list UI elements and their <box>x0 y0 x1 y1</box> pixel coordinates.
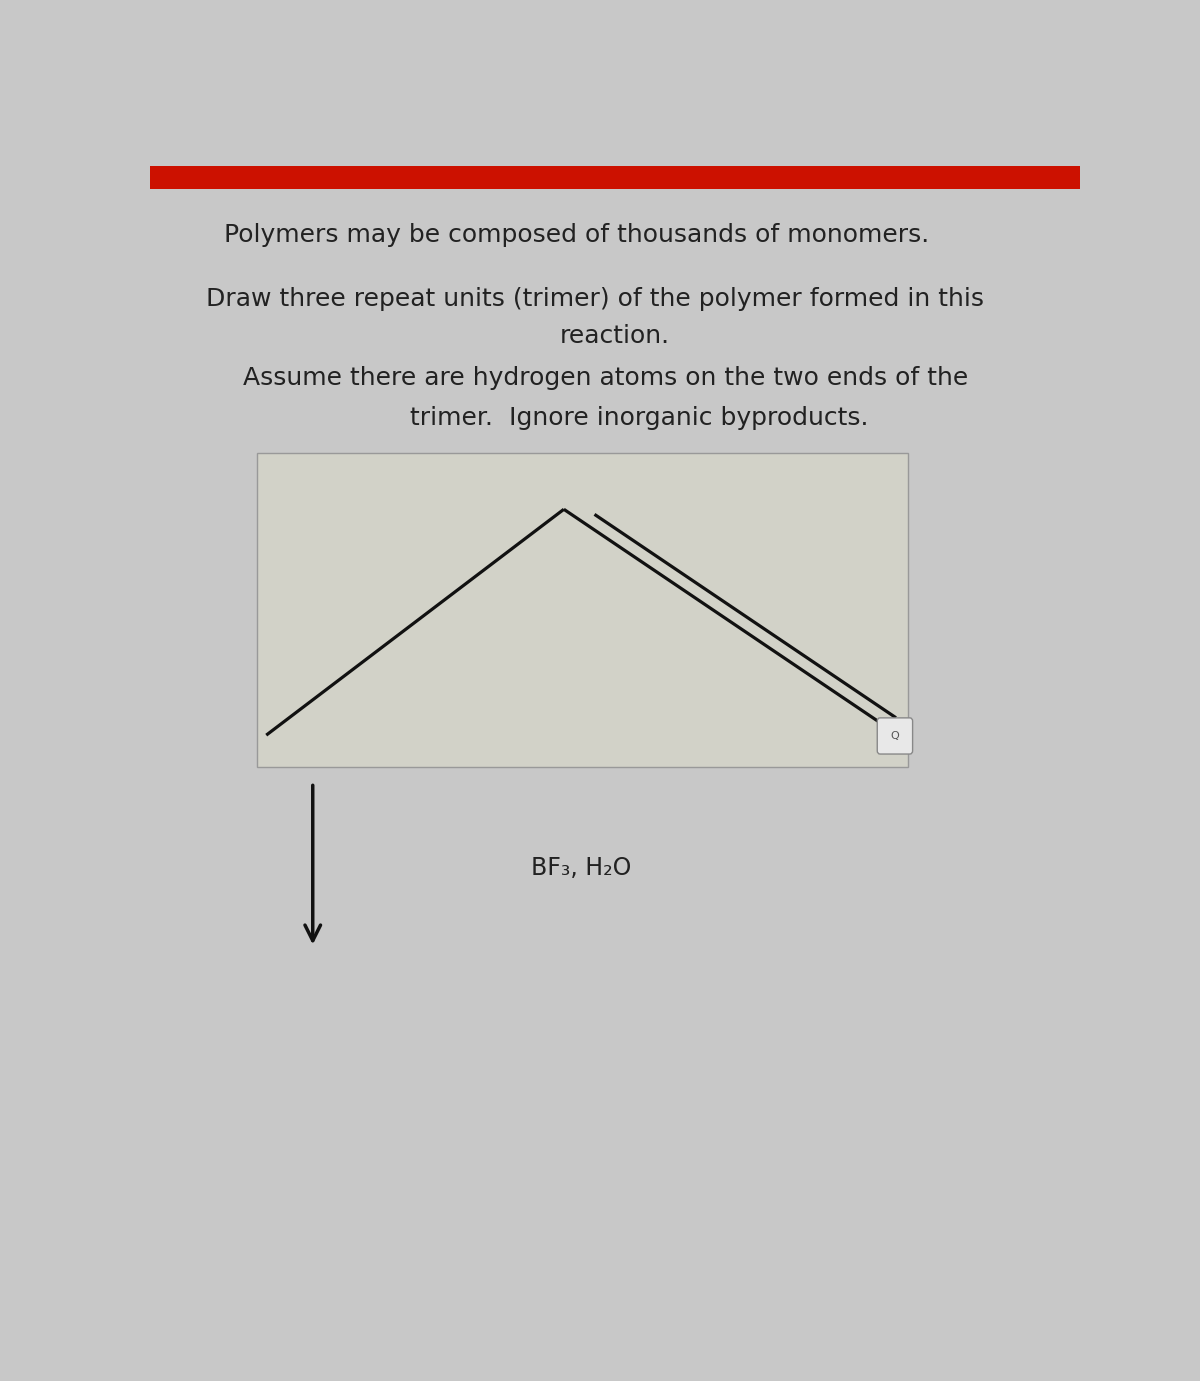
Bar <box>150 166 1080 189</box>
Text: Polymers may be composed of thousands of monomers.: Polymers may be composed of thousands of… <box>224 222 930 247</box>
Text: Assume there are hydrogen atoms on the two ends of the: Assume there are hydrogen atoms on the t… <box>242 366 968 391</box>
FancyBboxPatch shape <box>877 718 913 754</box>
Bar <box>257 453 908 766</box>
Text: BF₃, H₂O: BF₃, H₂O <box>532 856 631 880</box>
Text: Q: Q <box>890 731 899 742</box>
Text: reaction.: reaction. <box>560 325 670 348</box>
Text: Draw three repeat units (trimer) of the polymer formed in this: Draw three repeat units (trimer) of the … <box>206 287 984 311</box>
Text: trimer.  Ignore inorganic byproducts.: trimer. Ignore inorganic byproducts. <box>410 406 869 429</box>
